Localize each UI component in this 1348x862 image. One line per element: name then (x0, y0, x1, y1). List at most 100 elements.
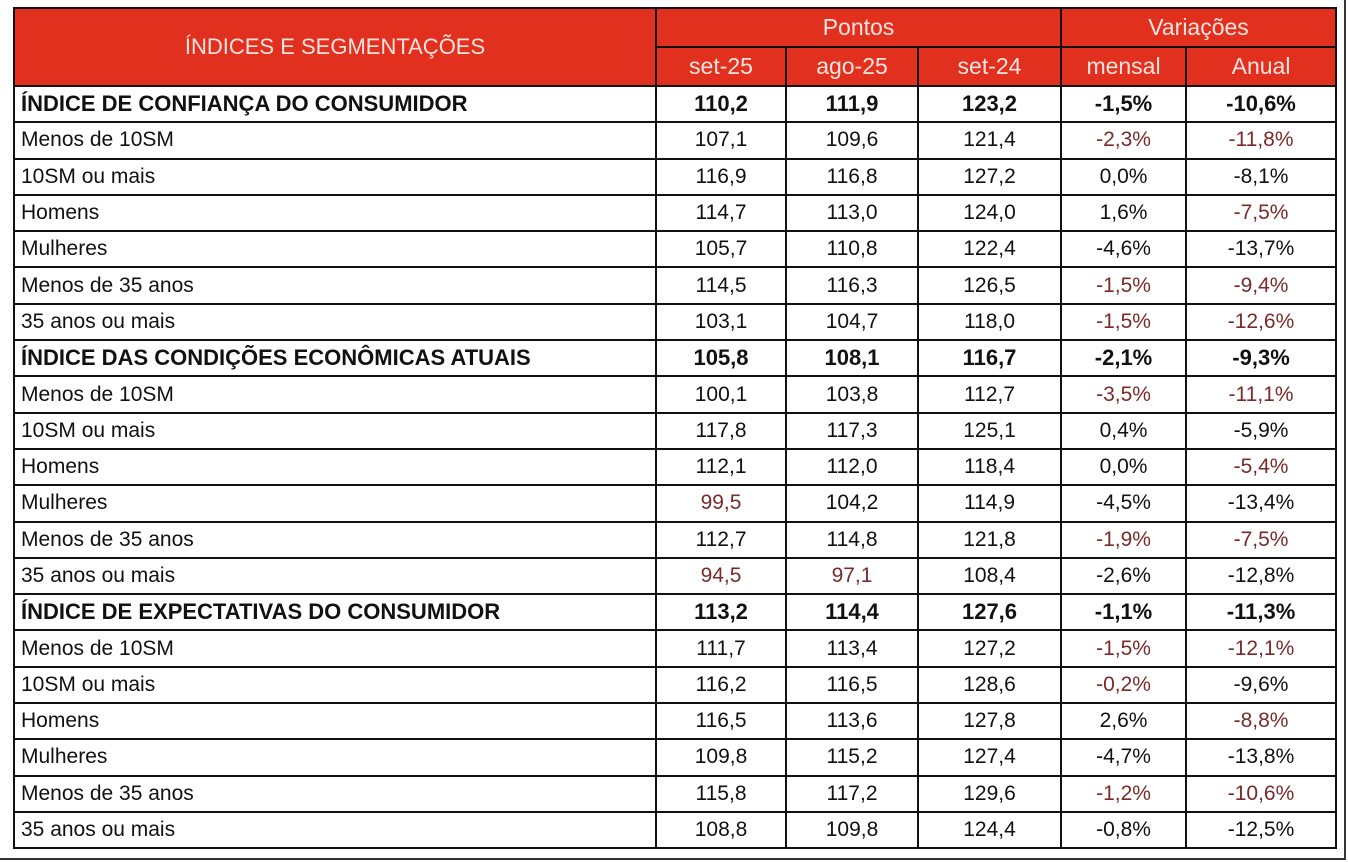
cell-set-24: 121,8 (916, 520, 1063, 559)
cell-mensal: -1,2% (1060, 774, 1188, 813)
cell-set-24: 124,0 (916, 193, 1063, 233)
cell-set-25: 111,7 (655, 629, 787, 668)
cell-mensal: 1,6% (1060, 193, 1188, 233)
cell-anual: -5,4% (1185, 447, 1338, 487)
segment-row: 10SM ou mais 116,9 116,8 127,2 0,0% -8,1% (13, 157, 1338, 196)
cell-set-25: 109,8 (655, 738, 787, 777)
row-label: 35 anos ou mais (13, 302, 657, 342)
consumer-confidence-table-container: ÍNDICES E SEGMENTAÇÕES Pontos Variações … (13, 7, 1338, 850)
cell-mensal: -4,6% (1060, 230, 1188, 269)
cell-anual: -9,3% (1185, 339, 1338, 378)
row-label: Menos de 35 anos (13, 520, 657, 559)
cell-ago-25: 103,8 (785, 375, 919, 414)
cell-mensal: 2,6% (1060, 702, 1188, 741)
cell-ago-25: 109,8 (785, 810, 919, 850)
row-label: 10SM ou mais (13, 411, 657, 450)
cell-set-24: 126,5 (916, 266, 1063, 305)
cell-set-25: 116,9 (655, 157, 787, 196)
cell-anual: -12,5% (1185, 810, 1338, 850)
row-label: 35 anos ou mais (13, 556, 657, 596)
cell-mensal: -1,9% (1060, 520, 1188, 559)
cell-mensal: -4,7% (1060, 738, 1188, 777)
cell-mensal: -1,5% (1060, 629, 1188, 668)
segment-row: Homens 112,1 112,0 118,4 0,0% -5,4% (13, 447, 1338, 487)
cell-set-24: 123,2 (916, 84, 1063, 124)
cell-anual: -5,9% (1185, 411, 1338, 450)
cell-set-25: 116,2 (655, 665, 787, 705)
cell-ago-25: 104,2 (785, 484, 919, 523)
consumer-confidence-table: ÍNDICES E SEGMENTAÇÕES Pontos Variações … (13, 7, 1338, 850)
cell-ago-25: 114,8 (785, 520, 919, 559)
cell-set-24: 118,0 (916, 302, 1063, 342)
cell-set-24: 127,8 (916, 702, 1063, 741)
row-label: Menos de 10SM (13, 121, 657, 160)
cell-set-25: 112,1 (655, 447, 787, 487)
row-label: ÍNDICE DE EXPECTATIVAS DO CONSUMIDOR (13, 593, 657, 632)
cell-anual: -11,3% (1185, 593, 1338, 632)
cell-mensal: -1,5% (1060, 84, 1188, 124)
cell-set-24: 129,6 (916, 774, 1063, 813)
cell-ago-25: 111,9 (785, 84, 919, 124)
segment-row: Menos de 35 anos 114,5 116,3 126,5 -1,5% -9,4… (13, 266, 1338, 305)
cell-mensal: 0,4% (1060, 411, 1188, 450)
segment-row: 35 anos ou mais 103,1 104,7 118,0 -1,5% -12,6… (13, 302, 1338, 342)
cell-anual: -10,6% (1185, 774, 1338, 813)
cell-ago-25: 116,8 (785, 157, 919, 196)
cell-ago-25: 115,2 (785, 738, 919, 777)
cell-mensal: -1,5% (1060, 302, 1188, 342)
cell-set-24: 122,4 (916, 230, 1063, 269)
segment-row: Mulheres 105,7 110,8 122,4 -4,6% -13,7% (13, 230, 1338, 269)
cell-set-24: 124,4 (916, 810, 1063, 850)
segment-row: 35 anos ou mais 108,8 109,8 124,4 -0,8% -12,5… (13, 810, 1338, 850)
cell-ago-25: 113,4 (785, 629, 919, 668)
segment-row: Mulheres 109,8 115,2 127,4 -4,7% -13,8% (13, 738, 1338, 777)
cell-mensal: -1,1% (1060, 593, 1188, 632)
cell-mensal: -3,5% (1060, 375, 1188, 414)
header-ago-25: ago-25 (785, 46, 919, 87)
cell-set-25: 103,1 (655, 302, 787, 342)
cell-ago-25: 117,2 (785, 774, 919, 813)
cell-set-24: 121,4 (916, 121, 1063, 160)
cell-mensal: -1,5% (1060, 266, 1188, 305)
row-label: Menos de 35 anos (13, 266, 657, 305)
cell-mensal: -0,2% (1060, 665, 1188, 705)
cell-set-24: 127,2 (916, 629, 1063, 668)
segment-row: Mulheres 99,5 104,2 114,9 -4,5% -13,4% (13, 484, 1338, 523)
cell-mensal: -0,8% (1060, 810, 1188, 850)
cell-anual: -8,1% (1185, 157, 1338, 196)
cell-ago-25: 109,6 (785, 121, 919, 160)
cell-set-25: 114,5 (655, 266, 787, 305)
header-set-25: set-25 (655, 46, 787, 87)
cell-ago-25: 116,5 (785, 665, 919, 705)
cell-ago-25: 97,1 (785, 556, 919, 596)
row-label: Menos de 10SM (13, 375, 657, 414)
segment-row: Menos de 10SM 107,1 109,6 121,4 -2,3% -11,8% (13, 121, 1338, 160)
header-group-points: Pontos (654, 7, 1063, 48)
row-label: Homens (13, 447, 657, 487)
cell-anual: -12,6% (1185, 302, 1338, 342)
segment-row: 35 anos ou mais 94,5 97,1 108,4 -2,6% -12,8% (13, 556, 1338, 596)
cell-anual: -13,4% (1185, 484, 1338, 523)
cell-mensal: -2,3% (1060, 121, 1188, 160)
cell-set-24: 125,1 (916, 411, 1063, 450)
segment-row: Homens 116,5 113,6 127,8 2,6% -8,8% (13, 702, 1338, 741)
cell-set-25: 116,5 (655, 702, 787, 741)
cell-set-25: 94,5 (655, 556, 787, 596)
cell-anual: -11,8% (1185, 121, 1338, 160)
row-label: 10SM ou mais (13, 157, 657, 196)
index-row: ÍNDICE DE EXPECTATIVAS DO CONSUMIDOR 113,… (13, 593, 1338, 632)
cell-set-25: 108,8 (655, 810, 787, 850)
header-anual: Anual (1185, 46, 1338, 87)
cell-ago-25: 104,7 (785, 302, 919, 342)
cell-anual: -13,7% (1185, 230, 1338, 269)
table-header: ÍNDICES E SEGMENTAÇÕES Pontos Variações … (13, 7, 1338, 87)
row-label: 10SM ou mais (13, 665, 657, 705)
segment-row: Menos de 10SM 100,1 103,8 112,7 -3,5% -11,1% (13, 375, 1338, 414)
cell-set-24: 127,6 (916, 593, 1063, 632)
cell-set-24: 127,4 (916, 738, 1063, 777)
cell-set-24: 108,4 (916, 556, 1063, 596)
row-label: Menos de 10SM (13, 629, 657, 668)
row-label: Mulheres (13, 738, 657, 777)
cell-anual: -11,1% (1185, 375, 1338, 414)
row-label: ÍNDICE DE CONFIANÇA DO CONSUMIDOR (13, 84, 657, 124)
